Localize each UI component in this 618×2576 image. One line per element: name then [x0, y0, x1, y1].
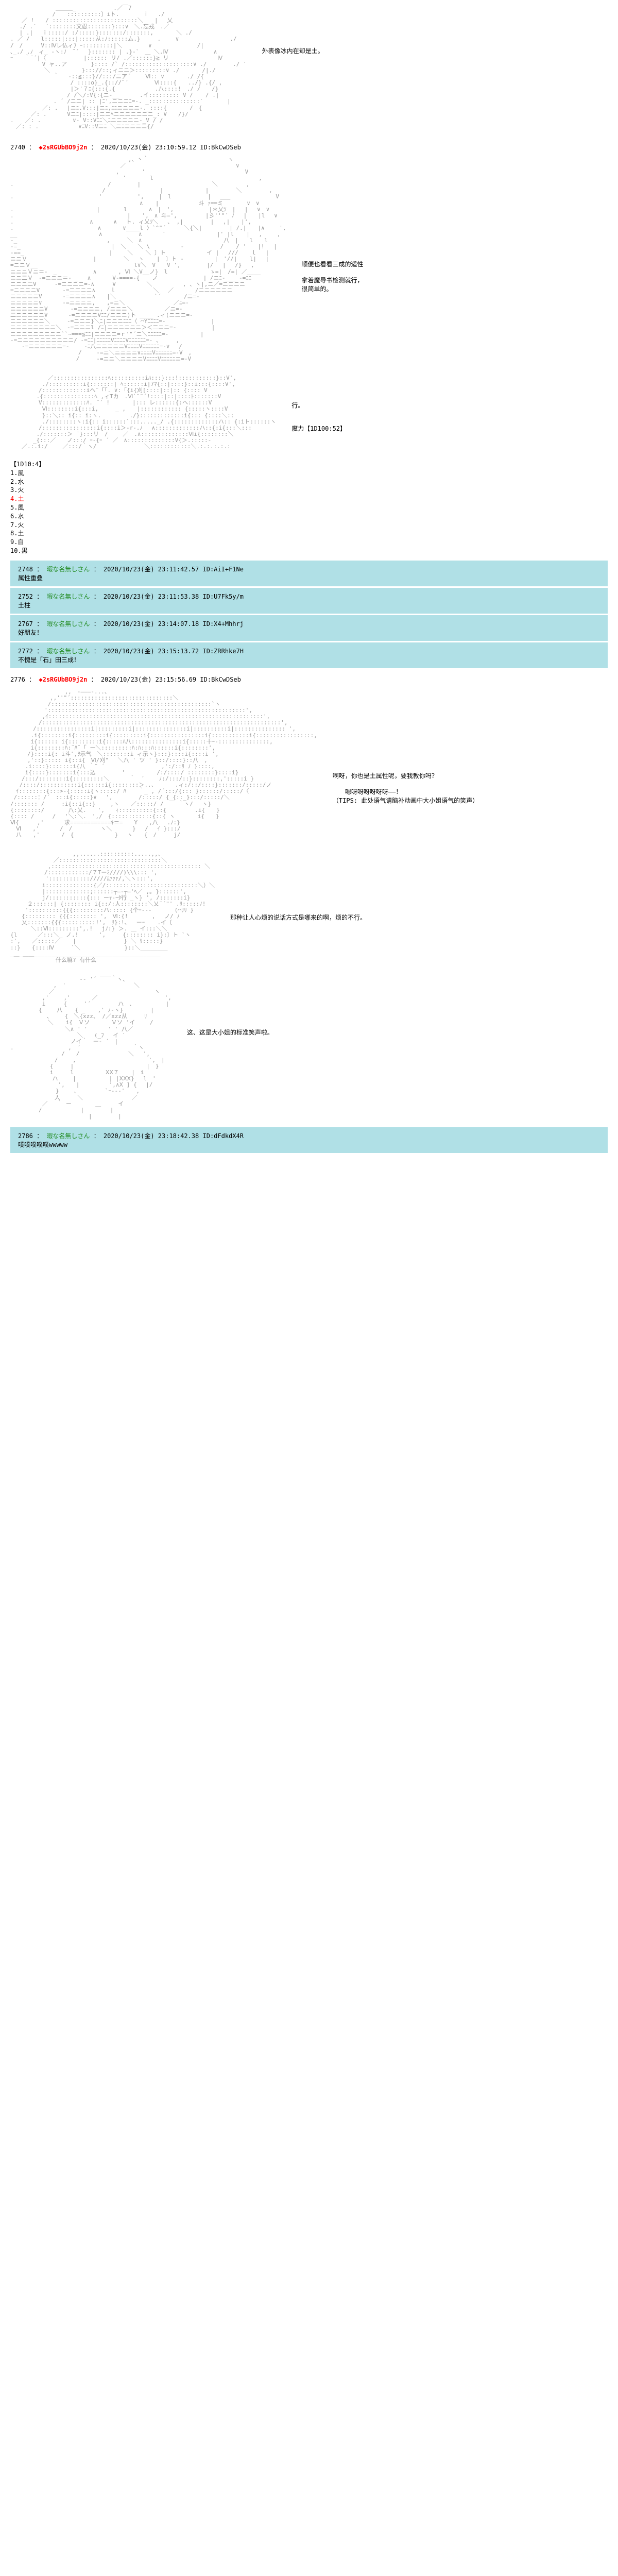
ascii-art: ,, -―――‐...、 ,,''"´:::::::::::::::::::::… — [10, 689, 317, 838]
post-trip: ◆2sRGUbBO9j2n — [39, 144, 87, 151]
post-date: 2020/10/23(金) 23:11:53.38 — [104, 593, 199, 600]
reply-post: 2748 ： 暇な名無しさん ： 2020/10/23(金) 23:11:42.… — [10, 561, 608, 586]
reply-post: 2752 ： 暇な名無しさん ： 2020/10/23(金) 23:11:53.… — [10, 588, 608, 614]
post-header: 2740 ： ◆2sRGUbBO9j2n ： 2020/10/23(金) 23:… — [10, 143, 608, 151]
dice-item: 6.水 — [10, 512, 608, 521]
ascii-art: ,,......::::::::::.....,,、 ／::::::::::::… — [10, 851, 215, 963]
post-id: ID:dFdkdX4R — [203, 1132, 244, 1140]
post: ,,......::::::::::.....,,、 ／::::::::::::… — [0, 846, 618, 969]
ascii-art: -‐ '´ ￣￣｀ヽ、 , ' ＼ ／ ヽ ,' ,' ／ ', i { '´ … — [10, 976, 171, 1120]
post-date: 2020/10/23(金) 23:11:42.57 — [104, 566, 199, 573]
post: -‐ '´ ￣￣｀ヽ、 , ' ＼ ／ ヽ ,' ,' ／ ', i { '´ … — [0, 971, 618, 1125]
reply-post: 2772 ： 暇な名無しさん ： 2020/10/23(金) 23:15:13.… — [10, 642, 608, 668]
dice-item: 7.火 — [10, 521, 608, 530]
post-id: ID:AiI+F1Ne — [203, 566, 244, 573]
reply-text: 土柱 — [18, 601, 600, 609]
dice-item-highlight: 4.土 — [10, 495, 608, 503]
post-number: 2740 — [10, 144, 25, 151]
dialogue-text: 这、这是大小姐的标准笑声啦。 — [187, 1028, 273, 1037]
post-header: 2776 ： ◆2sRGUbBO9j2n ： 2020/10/23(金) 23:… — [10, 675, 608, 684]
post-body: ,,......::::::::::.....,,、 ／::::::::::::… — [10, 851, 608, 963]
post: 2776 ： ◆2sRGUbBO9j2n ： 2020/10/23(金) 23:… — [0, 670, 618, 843]
separator: ： — [29, 144, 39, 151]
post-name: 暇な名無しさん — [46, 620, 90, 628]
ascii-art: ,、丶｀ ヽ ／ ∨ , ' V ' l , . / | — [10, 157, 286, 362]
reply-post: 2767 ： 暇な名無しさん ： 2020/10/23(金) 23:14:07.… — [10, 615, 608, 641]
post-body: -‐ '´ ￣￣｀ヽ、 , ' ＼ ／ ヽ ,' ,' ／ ', i { '´ … — [10, 976, 608, 1120]
reply-post: 2786 ： 暇な名無しさん ： 2020/10/23(金) 23:18:42.… — [10, 1127, 608, 1153]
reply-text: 属性重叠 — [18, 573, 600, 582]
post-id: ID:ZRRhke7H — [203, 648, 244, 655]
post: 2740 ： ◆2sRGUbBO9j2n ： 2020/10/23(金) 23:… — [0, 138, 618, 367]
ascii-art: ＿＿＿_ .／￣7 / ::::::::::〕iト. ｉ ./ ／ ! / ::… — [10, 5, 247, 130]
post-id: ID:BkCwDSeb — [200, 676, 241, 683]
post-name: 暇な名無しさん — [46, 1132, 90, 1140]
post: ＿＿＿_ .／￣7 / ::::::::::〕iト. ｉ ./ ／ ! / ::… — [0, 0, 618, 135]
post: ／::::::::::::::::ﾍ::::::::::iﾊ:::}:::!::… — [0, 370, 618, 455]
post-body: ／::::::::::::::::ﾍ::::::::::iﾊ:::}:::!::… — [10, 375, 608, 450]
post-number: 2767 — [18, 620, 33, 628]
post-trip: ◆2sRGUbBO9j2n — [39, 676, 87, 683]
post-id: ID:BkCwDSeb — [200, 144, 241, 151]
dice-item: 5.風 — [10, 503, 608, 512]
dice-item: 9.白 — [10, 538, 608, 547]
dice-item: 2.水 — [10, 478, 608, 486]
post-name: 暇な名無しさん — [46, 648, 90, 655]
post-id: ID:U7Fk5y/m — [203, 593, 244, 600]
post-date: 2020/10/23(金) 23:14:07.18 — [104, 620, 199, 628]
dice-list: 【1D10:4】 1.風 2.水 3.火 4.土 5.風 6.水 7.火 8.土… — [10, 460, 608, 555]
post-name: 暇な名無しさん — [46, 593, 90, 600]
dialogue-text: 那种让人心烦的说话方式是哪来的啊，烦的不行。 — [230, 913, 366, 922]
dialogue-text: 啊呀，你也是土属性呢，要我教你吗？ 嗯呀呀呀呀呀呀——！ （TIPS: 此处语气… — [333, 771, 478, 805]
post-number: 2752 — [18, 593, 33, 600]
post-date: 2020/10/23(金) 23:18:42.38 — [104, 1132, 199, 1140]
dialogue-text: 行。 魔力【1D100:52】 — [291, 401, 346, 433]
reply-text: 不愧是「石」田三成！ — [18, 655, 600, 664]
post-body: ,, -―――‐...、 ,,''"´:::::::::::::::::::::… — [10, 689, 608, 838]
post-number: 2748 — [18, 566, 33, 573]
separator: ： — [91, 144, 101, 151]
post-number: 2772 — [18, 648, 33, 655]
dialogue-text: 顺便也看看三成的适性 拿着魔导书检测就行， 很简单的。 — [302, 260, 364, 293]
dice-item: 1.風 — [10, 469, 608, 478]
post-body: ,、丶｀ ヽ ／ ∨ , ' V ' l , . / | — [10, 157, 608, 362]
dice-item: 10.黒 — [10, 547, 608, 555]
dice-item: 8.土 — [10, 529, 608, 538]
dice-header: 【1D10:4】 — [10, 460, 608, 469]
post-date: 2020/10/23(金) 23:15:13.72 — [104, 648, 199, 655]
post-number: 2776 — [10, 676, 25, 683]
post-date: 2020/10/23(金) 23:10:59.12 — [101, 144, 196, 151]
reply-text: 噗噗噗噗噗wwwww — [18, 1140, 600, 1149]
ascii-art: ／::::::::::::::::ﾍ::::::::::iﾊ:::}:::!::… — [10, 375, 276, 450]
post-body: ＿＿＿_ .／￣7 / ::::::::::〕iト. ｉ ./ ／ ! / ::… — [10, 5, 608, 130]
post-name: 暇な名無しさん — [46, 566, 90, 573]
post-id: ID:X4+Mhhrj — [203, 620, 244, 628]
post-date: 2020/10/23(金) 23:15:56.69 — [101, 676, 196, 683]
dialogue-text: 外表像冰内在却是土。 — [262, 46, 324, 55]
reply-text: 好朋友！ — [18, 628, 600, 637]
dice-item: 3.火 — [10, 486, 608, 495]
post-number: 2786 — [18, 1132, 33, 1140]
